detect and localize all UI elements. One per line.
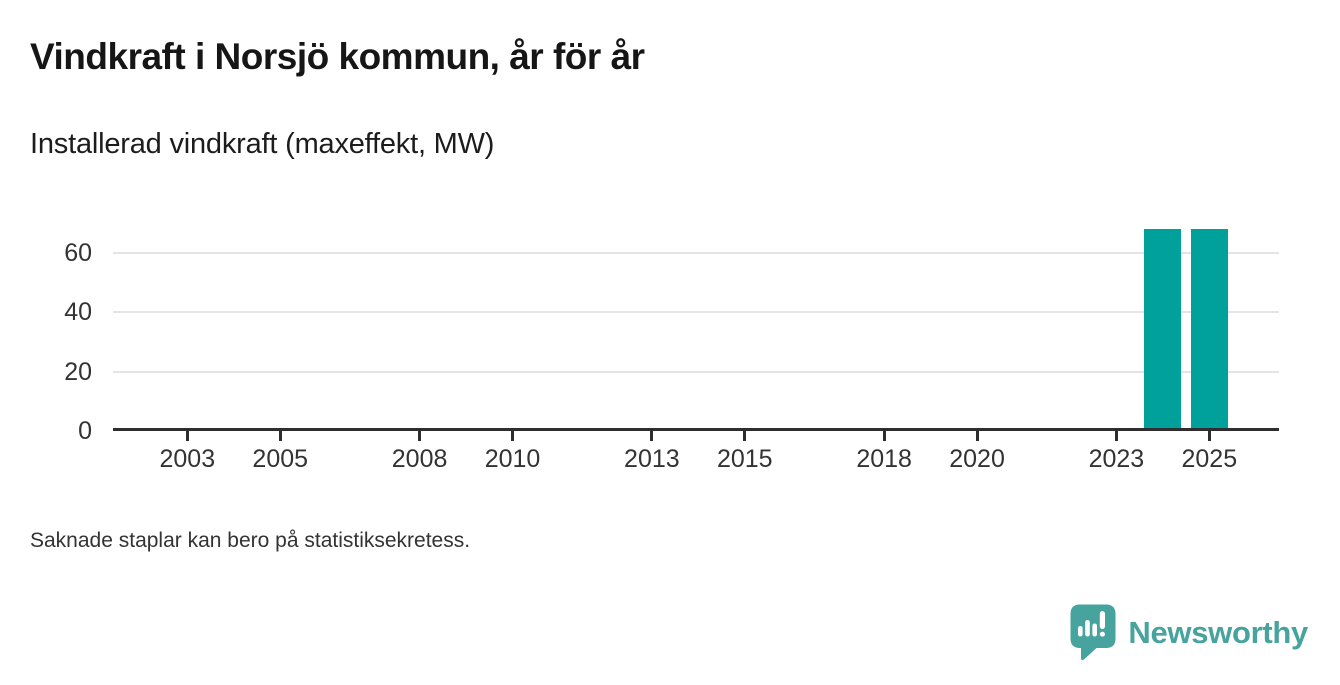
x-axis-tick [418,431,422,441]
x-axis-tick-label: 2020 [949,445,1005,473]
x-axis-tick-label: 2025 [1181,445,1238,473]
x-axis-tick-label: 2015 [716,445,773,473]
newsworthy-branding: Newsworthy [1070,604,1308,662]
x-axis-tick-label: 2005 [252,445,309,473]
x-axis-tick [185,431,189,441]
newsworthy-wordmark: Newsworthy [1128,615,1308,650]
gridline-60 [113,251,1279,254]
x-axis-tick [882,431,886,441]
newsworthy-logo-icon [1070,604,1116,661]
y-axis-tick-label: 40 [64,298,92,327]
x-axis-tick-label: 2003 [159,445,216,473]
x-axis-tick [743,431,747,441]
x-axis-line [113,428,1279,431]
bar-2025 [1190,229,1228,431]
x-axis-tick-label: 2013 [624,445,680,473]
x-axis-tick [975,431,979,441]
gridline-40 [113,311,1279,314]
x-axis-tick [511,431,514,441]
footnote: Saknade staplar kan bero på statistiksek… [30,529,471,552]
bar-chart-plot-area: 0 20 40 60 2003 2005 2008 2010 2013 2015 2018 2020 2… [64,229,1279,473]
x-axis-tick-label: 2008 [391,445,448,473]
chart-title: Vindkraft i Norsjö kommun, år för år [30,36,645,77]
x-axis-tick-label: 2010 [484,445,541,473]
y-axis-tick-label: 60 [64,238,92,267]
x-axis-tick [278,431,282,441]
y-axis-tick-label: 0 [78,417,92,445]
x-axis-tick [1207,431,1211,441]
x-axis-tick-label: 2023 [1088,445,1145,473]
x-axis-tick [650,431,654,441]
gridline-20 [113,370,1279,373]
chart-subtitle: Installerad vindkraft (maxeffekt, MW) [30,128,495,160]
bar-2024 [1144,229,1182,431]
x-axis-tick [1114,431,1118,441]
y-axis-tick-label: 20 [64,357,92,386]
x-axis-tick-label: 2018 [856,445,912,473]
